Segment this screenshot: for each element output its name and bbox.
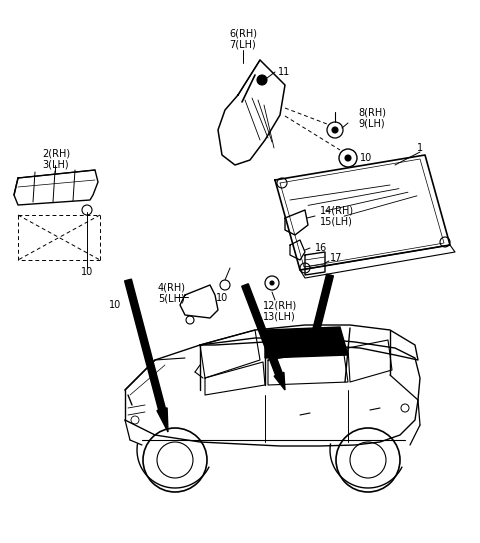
Polygon shape [308, 342, 318, 355]
Text: 8(RH)
9(LH): 8(RH) 9(LH) [358, 107, 386, 129]
Text: 1: 1 [417, 143, 423, 153]
Text: 10: 10 [109, 300, 121, 310]
Text: 2(RH)
3(LH): 2(RH) 3(LH) [42, 148, 70, 169]
Text: 17: 17 [330, 253, 342, 263]
Text: 10: 10 [360, 153, 372, 163]
Text: 10: 10 [81, 267, 93, 277]
Text: 14(RH)
15(LH): 14(RH) 15(LH) [320, 205, 354, 226]
Text: 16: 16 [315, 243, 327, 253]
Polygon shape [310, 274, 334, 344]
Text: 6(RH)
7(LH): 6(RH) 7(LH) [229, 28, 257, 49]
Circle shape [257, 75, 267, 85]
Circle shape [332, 127, 338, 133]
Text: 12(RH)
13(LH): 12(RH) 13(LH) [263, 300, 297, 321]
Polygon shape [125, 279, 166, 410]
Polygon shape [157, 408, 168, 432]
Polygon shape [242, 284, 282, 376]
Text: 4(RH)
5(LH): 4(RH) 5(LH) [158, 282, 186, 304]
Polygon shape [265, 327, 348, 358]
Circle shape [270, 281, 274, 285]
Circle shape [345, 155, 351, 161]
Polygon shape [274, 372, 285, 390]
Text: 10: 10 [216, 293, 228, 303]
Text: 11: 11 [278, 67, 290, 77]
